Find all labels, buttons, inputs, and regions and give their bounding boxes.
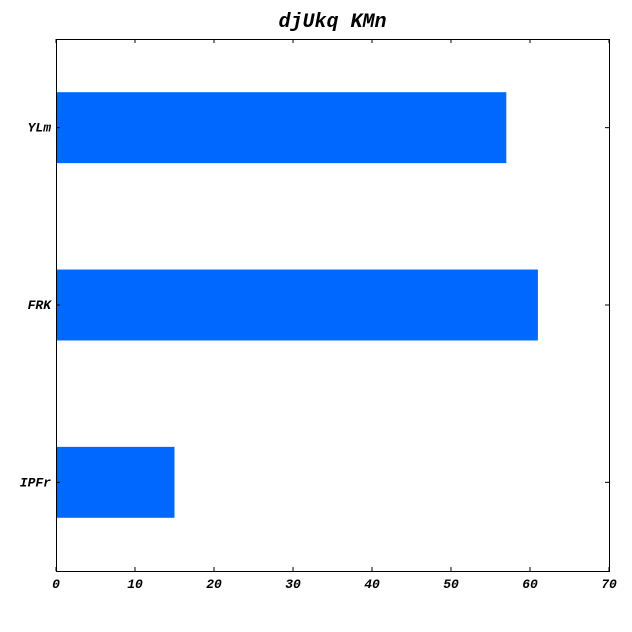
bars-layer [56,92,538,518]
x-tick-label-40: 40 [364,577,380,592]
bar-frk [56,269,538,341]
x-tick-label-70: 70 [601,577,617,592]
x-tick-label-30: 30 [285,577,301,592]
x-tick-label-50: 50 [443,577,459,592]
x-tick-label-10: 10 [127,577,143,592]
x-tick-label-60: 60 [522,577,538,592]
y-tick-label-frk: FRK [28,298,53,313]
plot-frame [56,39,610,572]
labels-layer: YLm FRK IPFr 0 10 20 30 40 50 60 70 [20,121,617,592]
x-tick-label-0: 0 [52,577,60,592]
x-tick-label-20: 20 [206,577,222,592]
y-tick-label-ylm: YLm [28,121,52,136]
y-tick-label-ipfr: IPFr [20,475,51,490]
bar-ipfr [56,446,175,518]
bar-ylm [56,92,507,164]
chart-title: djUkq KMn [278,11,386,34]
